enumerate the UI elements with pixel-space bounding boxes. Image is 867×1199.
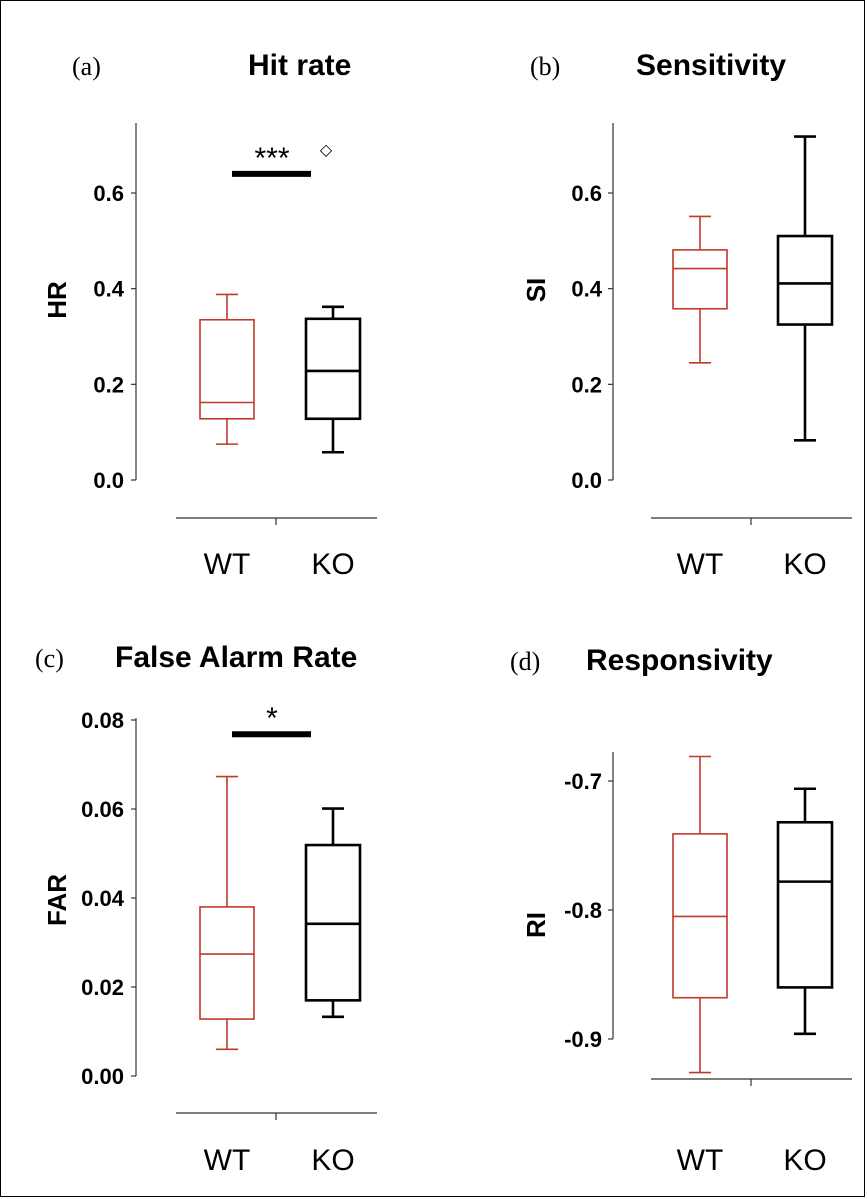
panel-d-title: Responsivity bbox=[586, 644, 773, 677]
panel-a-significance-label: *** bbox=[254, 142, 289, 175]
panel-c-ytick-label: 0.04 bbox=[81, 886, 125, 911]
panel-c-ylabel: FAR bbox=[42, 874, 72, 926]
panel-d-xtick-label: KO bbox=[783, 1144, 826, 1177]
panel-b-xtick-label: WT bbox=[677, 548, 724, 581]
panel-a-box-wt-iqr bbox=[199, 318, 255, 420]
panel-b-ylabel: SI bbox=[521, 278, 551, 303]
panel-d-letter: (d) bbox=[510, 647, 540, 676]
panel-d-xtick-label: WT bbox=[677, 1144, 724, 1177]
panel-d-ytick-label: -0.8 bbox=[564, 898, 602, 923]
panel-b-title: Sensitivity bbox=[636, 49, 786, 82]
panel-d-ytick-label: -0.9 bbox=[564, 1027, 602, 1052]
panel-d-ylabel: RI bbox=[521, 912, 551, 938]
panel-c-ytick-label: 0.00 bbox=[81, 1064, 124, 1089]
panel-d-ytick-label: -0.7 bbox=[564, 769, 602, 794]
panel-a-ytick-label: 0.2 bbox=[93, 372, 124, 397]
panel-c-ytick-label: 0.02 bbox=[81, 975, 124, 1000]
panel-a-marker: ◇ bbox=[320, 140, 333, 159]
panel-a-ylabel: HR bbox=[42, 281, 72, 319]
panel-c-title: False Alarm Rate bbox=[115, 641, 357, 674]
panel-a-ytick-label: 0.4 bbox=[93, 277, 124, 302]
panel-a-box-ko-iqr bbox=[304, 317, 362, 421]
panel-b-ytick-label: 0.0 bbox=[571, 468, 602, 493]
panel-a-xtick-label: WT bbox=[204, 548, 251, 581]
panel-c-xtick-label: KO bbox=[311, 1144, 354, 1177]
panel-a-letter: (a) bbox=[72, 52, 101, 81]
panel-b-ytick-label: 0.6 bbox=[571, 181, 602, 206]
panel-b-ytick-label: 0.2 bbox=[571, 372, 602, 397]
panel-a-ytick-label: 0.6 bbox=[93, 181, 124, 206]
panel-c-box-wt-iqr bbox=[199, 906, 255, 1020]
panel-b-xtick-label: KO bbox=[783, 548, 826, 581]
panel-a-ytick-label: 0.0 bbox=[93, 468, 124, 493]
panel-b-box-ko-iqr bbox=[776, 234, 834, 326]
panel-c-letter: (c) bbox=[35, 644, 64, 673]
panel-a-xtick-label: KO bbox=[311, 548, 354, 581]
panel-c-xtick-label: WT bbox=[204, 1144, 251, 1177]
panel-b-letter: (b) bbox=[530, 52, 560, 81]
panel-d-box-ko-iqr bbox=[776, 820, 834, 989]
panel-b-ytick-label: 0.4 bbox=[571, 277, 602, 302]
panel-b-box-wt-iqr bbox=[672, 249, 728, 310]
panel-a-title: Hit rate bbox=[248, 49, 351, 82]
panel-c-ytick-label: 0.08 bbox=[81, 708, 124, 733]
panel-c-ytick-label: 0.06 bbox=[81, 797, 124, 822]
panel-c-significance-label: * bbox=[266, 702, 278, 735]
